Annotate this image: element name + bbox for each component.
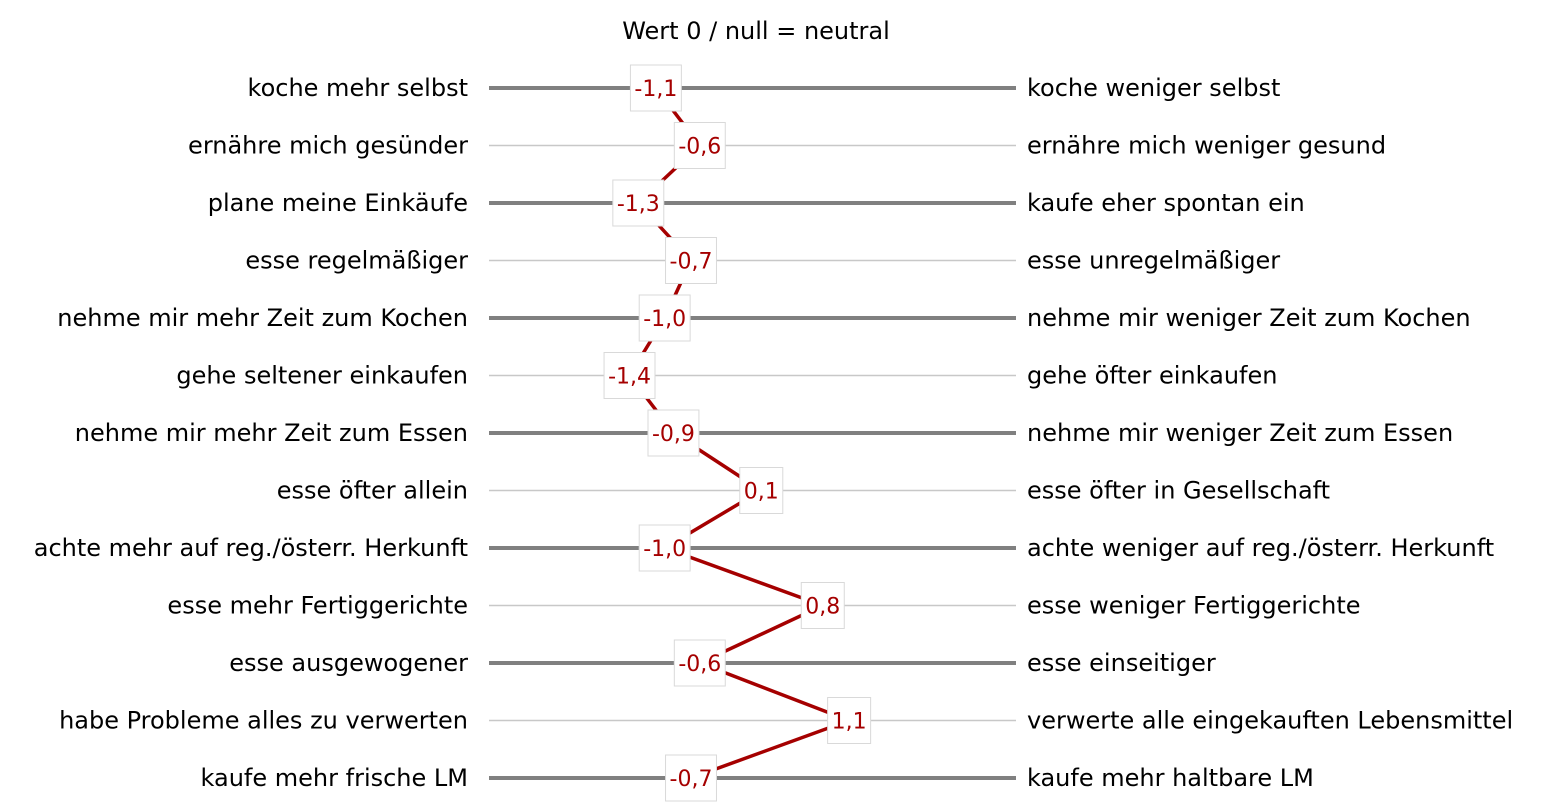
left-category-label: nehme mir mehr Zeit zum Essen xyxy=(75,419,468,447)
data-label-box xyxy=(800,582,845,629)
data-point-label: -1,0 xyxy=(638,294,691,342)
data-point-label: -1,0 xyxy=(638,524,691,572)
data-label-box xyxy=(612,179,665,227)
right-category-label: achte weniger auf reg./österr. Herkunft xyxy=(1027,534,1494,562)
left-category-label: esse öfter allein xyxy=(277,477,468,505)
right-category-label: esse weniger Fertiggerichte xyxy=(1027,592,1361,620)
data-point-label: 1,1 xyxy=(827,697,872,744)
left-category-label: plane meine Einkäufe xyxy=(208,189,468,217)
right-category-label: verwerte alle eingekauften Lebensmittel xyxy=(1027,707,1513,735)
data-label-text: 1,1 xyxy=(832,710,867,735)
data-label-box xyxy=(603,352,656,399)
data-point-label: -0,7 xyxy=(665,754,717,802)
data-point-label: -0,7 xyxy=(665,237,717,284)
data-point-label: 0,1 xyxy=(739,467,784,514)
data-label-box xyxy=(739,467,784,514)
left-category-label: achte mehr auf reg./österr. Herkunft xyxy=(34,534,468,562)
data-label-text: -1,0 xyxy=(643,537,686,562)
right-category-label: esse einseitiger xyxy=(1027,649,1216,677)
left-category-label: esse ausgewogener xyxy=(229,649,468,677)
data-label-box xyxy=(665,754,717,802)
data-labels: -1,1 -0,6 -1,3 -0,7 -1,0 -1,4 -0,9 0,1 -1,0 0,8 -0… xyxy=(603,64,872,802)
left-category-label: ernähre mich gesünder xyxy=(188,132,468,160)
data-point-label: -1,4 xyxy=(603,352,656,399)
left-category-label: koche mehr selbst xyxy=(248,74,468,102)
data-label-text: -0,7 xyxy=(670,250,713,275)
data-label-text: -0,7 xyxy=(670,767,713,792)
left-category-label: habe Probleme alles zu verwerten xyxy=(59,707,468,735)
right-category-label: nehme mir weniger Zeit zum Essen xyxy=(1027,419,1453,447)
data-label-box xyxy=(629,64,682,112)
category-labels: koche mehr selbst koche weniger selbst ern… xyxy=(34,74,1513,792)
data-label-text: -1,3 xyxy=(617,192,660,217)
data-label-text: -1,1 xyxy=(634,77,677,102)
right-category-label: nehme mir weniger Zeit zum Kochen xyxy=(1027,304,1471,332)
right-category-label: esse öfter in Gesellschaft xyxy=(1027,477,1330,505)
data-point-label: -0,9 xyxy=(647,409,700,457)
left-category-label: esse mehr Fertiggerichte xyxy=(167,592,468,620)
data-point-label: -1,3 xyxy=(612,179,665,227)
data-label-text: 0,1 xyxy=(744,480,779,505)
right-category-label: kaufe mehr haltbare LM xyxy=(1027,764,1314,792)
data-label-text: -0,9 xyxy=(652,422,695,447)
chart-subtitle: Wert 0 / null = neutral xyxy=(622,17,890,45)
data-label-box xyxy=(673,639,726,687)
data-label-box xyxy=(673,122,726,169)
data-point-label: -0,6 xyxy=(673,639,726,687)
data-point-label: -0,6 xyxy=(673,122,726,169)
left-category-label: esse regelmäßiger xyxy=(245,247,468,275)
data-label-box xyxy=(638,524,691,572)
data-point-label: -1,1 xyxy=(629,64,682,112)
right-category-label: gehe öfter einkaufen xyxy=(1027,362,1277,390)
data-label-text: -0,6 xyxy=(678,135,721,160)
left-category-label: gehe seltener einkaufen xyxy=(176,362,468,390)
data-label-box xyxy=(638,294,691,342)
right-category-label: esse unregelmäßiger xyxy=(1027,247,1280,275)
data-label-box xyxy=(665,237,717,284)
data-label-text: 0,8 xyxy=(805,595,840,620)
data-point-label: 0,8 xyxy=(800,582,845,629)
data-label-box xyxy=(827,697,872,744)
right-category-label: ernähre mich weniger gesund xyxy=(1027,132,1386,160)
data-label-text: -1,0 xyxy=(643,307,686,332)
row-lines xyxy=(489,86,1016,780)
data-label-text: -1,4 xyxy=(608,365,651,390)
right-category-label: kaufe eher spontan ein xyxy=(1027,189,1305,217)
left-category-label: nehme mir mehr Zeit zum Kochen xyxy=(57,304,468,332)
left-category-label: kaufe mehr frische LM xyxy=(201,764,468,792)
data-label-box xyxy=(647,409,700,457)
right-category-label: koche weniger selbst xyxy=(1027,74,1280,102)
data-label-text: -0,6 xyxy=(678,652,721,677)
